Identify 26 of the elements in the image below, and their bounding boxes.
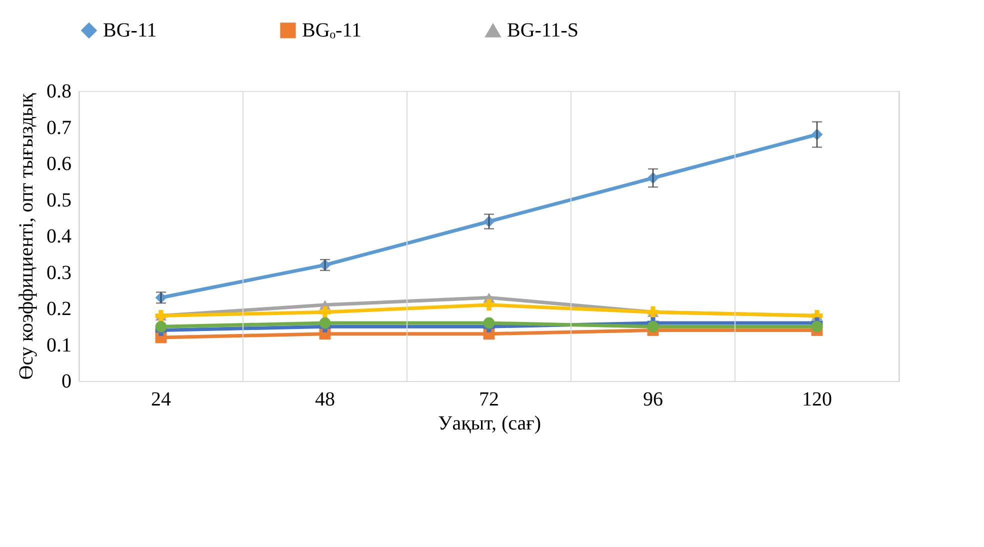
x-tick-label: 96 [643, 388, 663, 410]
point [647, 320, 659, 332]
y-tick-label: 0.2 [46, 298, 72, 320]
y-tick-label: 0.6 [46, 153, 72, 175]
y-axis-title: Өсу коэффициенті, опт тығыздық [16, 93, 38, 380]
y-tick-label: 0.1 [46, 334, 72, 356]
point [319, 317, 331, 329]
point [483, 317, 495, 329]
x-tick-label: 48 [315, 388, 335, 410]
y-tick-label: 0.3 [46, 262, 72, 284]
y-tick-label: 0.5 [46, 189, 72, 212]
x-tick-label: 120 [802, 388, 832, 410]
x-tick-label: 72 [479, 388, 499, 410]
legend-label: BGₒ-11 [302, 19, 362, 42]
x-axis-title: Уақыт, (сағ) [438, 412, 541, 434]
y-tick-label: 0.7 [46, 116, 72, 139]
point [319, 306, 331, 318]
x-tick-label: 24 [151, 388, 171, 410]
legend-label: BG-11-S [507, 20, 578, 42]
y-tick-label: 0.8 [46, 80, 72, 102]
y-tick-label: 0.4 [46, 226, 72, 248]
point [811, 320, 823, 332]
y-tick-label: 0 [62, 370, 72, 392]
point [155, 320, 167, 332]
point [483, 299, 495, 311]
legend-label: BG-11 [103, 19, 157, 42]
